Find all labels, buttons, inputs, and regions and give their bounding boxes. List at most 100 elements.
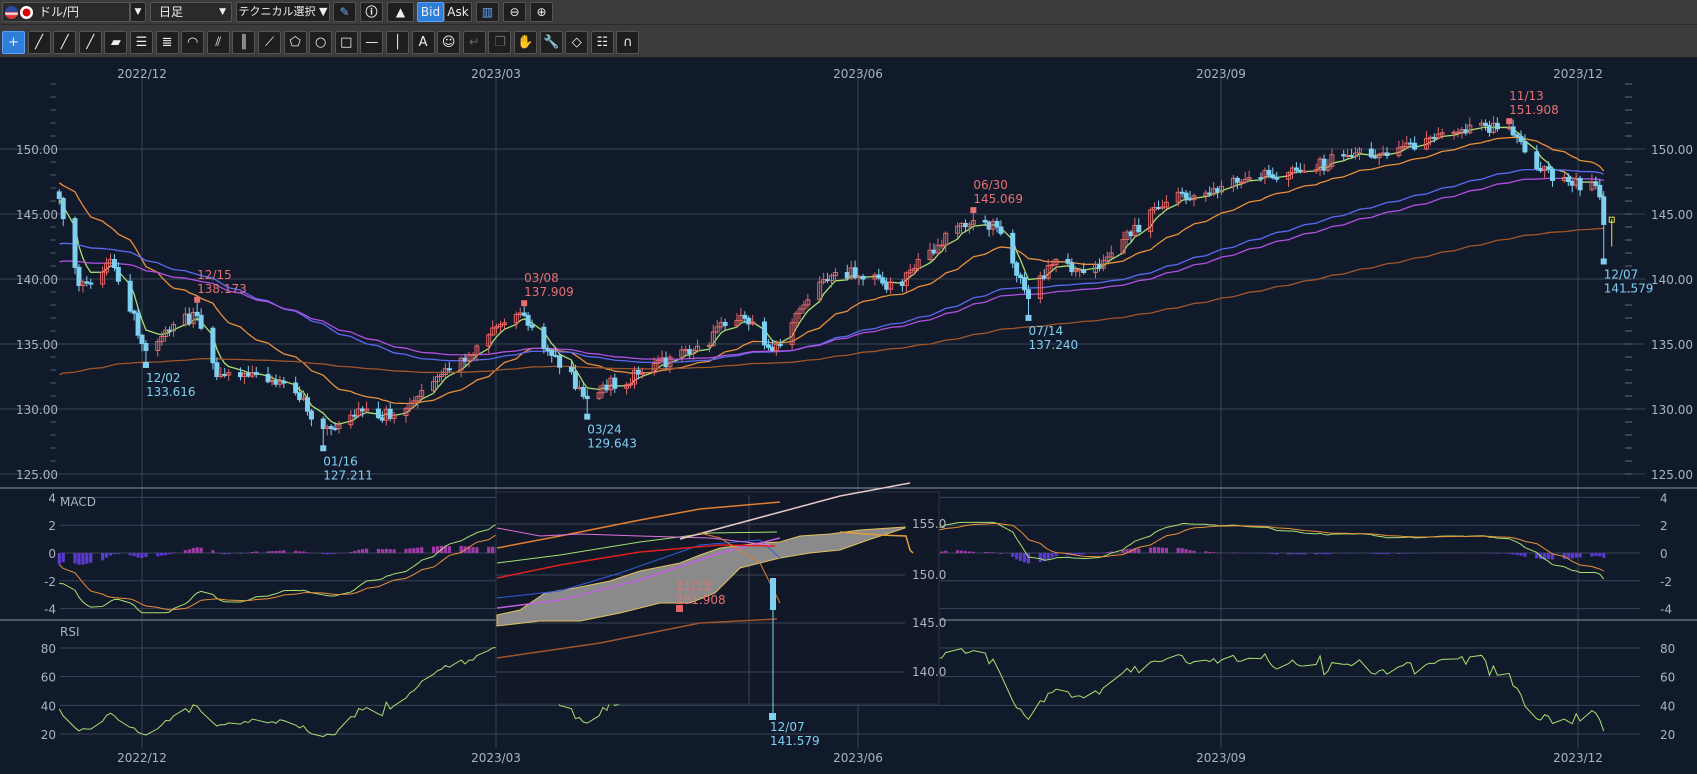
candle-up: [576, 386, 582, 389]
candle-down: [198, 314, 204, 329]
timeframe-select[interactable]: 日足 ▼: [150, 2, 232, 22]
macd-histogram-bar: [471, 547, 475, 553]
candle-up: [1175, 191, 1181, 203]
macd-histogram-bar: [1519, 553, 1523, 556]
macd-histogram-bar: [435, 546, 440, 553]
rsi-tick-right: 20: [1660, 728, 1675, 742]
candle-down: [1431, 136, 1437, 139]
candle-down: [60, 197, 66, 220]
candle-up: [939, 244, 945, 247]
vertical-line-tool-button[interactable]: │: [386, 31, 409, 54]
macd-histogram-bar: [1082, 553, 1086, 555]
icon-stamp-tool-button[interactable]: ☺: [437, 31, 461, 54]
wrench-tool-button[interactable]: 🔧: [539, 31, 563, 54]
mountain-chart-icon[interactable]: ▲: [387, 2, 414, 22]
macd-histogram-bar: [420, 547, 424, 553]
gann-fan-tool-button[interactable]: ⟋: [258, 31, 281, 54]
line-3-tool-button[interactable]: ╱: [78, 31, 102, 54]
marker-square: [521, 300, 528, 307]
marker-square: [1506, 118, 1513, 125]
macd-histogram-bar: [1322, 553, 1326, 555]
fibo-fan-tool-button[interactable]: ⫽: [206, 31, 230, 54]
ruler-tool-button[interactable]: ▰: [104, 31, 128, 54]
undo-tool-button[interactable]: ↵: [462, 31, 486, 54]
parallel-lines-tool-button[interactable]: ☰: [130, 31, 153, 54]
macd-histogram-bar: [364, 548, 369, 553]
marker-date: 11/13: [1509, 89, 1544, 103]
x-tick-bottom: 2023/06: [833, 751, 883, 765]
macd-histogram-bar: [1570, 553, 1574, 559]
candle-down: [186, 313, 192, 324]
vertical-lines-tool-button[interactable]: ║: [232, 31, 256, 54]
macd-histogram-bar: [1590, 553, 1594, 557]
ask-button[interactable]: Ask: [444, 2, 472, 22]
price-tick-left: 130.00: [16, 403, 58, 417]
bid-button[interactable]: Bid: [417, 2, 444, 22]
candle-down: [265, 373, 271, 383]
chart-window-icon[interactable]: ▥: [476, 2, 499, 22]
macd-tick-right: 4: [1660, 491, 1668, 505]
settings-list-tool-button[interactable]: ☷: [590, 31, 614, 54]
copy-tool-button[interactable]: ❐: [488, 31, 512, 54]
hand-tool-button[interactable]: ✋: [514, 31, 537, 54]
candle-down: [852, 267, 858, 279]
candle-down: [1179, 191, 1185, 194]
inset-tick: 145.0: [912, 616, 946, 630]
pencil-icon[interactable]: ✎: [333, 2, 356, 22]
candle-up: [1376, 153, 1382, 158]
macd-histogram-bar: [384, 548, 388, 553]
macd-tick: 4: [48, 491, 56, 505]
technical-select-button[interactable]: テクニカル選択 ▼: [236, 2, 330, 22]
marker-value: 133.616: [146, 385, 196, 399]
candle-up: [458, 357, 464, 371]
zoom-out-icon[interactable]: ⊖: [503, 2, 526, 22]
candle-down: [568, 366, 574, 373]
candle-up: [927, 249, 933, 261]
candle-down: [1215, 188, 1221, 193]
candles: [56, 116, 1615, 446]
jp-flag-icon: [20, 6, 33, 19]
macd-histogram-bar: [1271, 553, 1275, 555]
candle-down: [1234, 177, 1240, 183]
horizontal-line-tool-button[interactable]: —: [360, 31, 384, 54]
circle-tool-button[interactable]: ○: [309, 31, 333, 54]
macd-histogram-bar: [1176, 547, 1180, 553]
eraser-tool-button[interactable]: ◇: [565, 31, 589, 54]
zoom-in-icon[interactable]: ⊕: [530, 2, 553, 22]
symbol-dropdown-button[interactable]: ▼: [130, 2, 146, 22]
text-tool-button[interactable]: A: [411, 31, 435, 54]
rectangle-tool-button[interactable]: □: [334, 31, 358, 54]
price-chart[interactable]: 2022/12 2022/12 2023/03 2023/03 2023/06 2023/…: [0, 58, 1697, 774]
pentagon-tool-button[interactable]: ⬠: [283, 31, 307, 54]
fibo-arc-tool-button[interactable]: ◠: [181, 31, 205, 54]
line-2-tool-button[interactable]: ╱: [53, 31, 77, 54]
multi-lines-tool-button[interactable]: ≣: [155, 31, 179, 54]
crosshair-tool-button[interactable]: +: [2, 31, 25, 54]
candle-down: [111, 259, 117, 269]
candle-up: [1301, 170, 1307, 173]
rsi-tick: 40: [41, 699, 56, 713]
candle-down: [880, 277, 886, 284]
macd-histogram-bar: [388, 549, 392, 553]
candle-down: [379, 417, 385, 421]
symbol-select[interactable]: ドル/円: [2, 2, 130, 22]
candle-up: [415, 396, 421, 402]
macd-histogram-bar: [61, 553, 65, 563]
candle-down: [777, 343, 783, 346]
macd-histogram-bar: [1208, 551, 1212, 553]
macd-histogram-bar: [333, 553, 337, 554]
marker-value: 129.643: [587, 437, 637, 451]
candle-up: [356, 408, 362, 417]
candle-down: [762, 321, 768, 346]
candle-down: [1593, 181, 1599, 186]
price-tick-left: 135.00: [16, 338, 58, 352]
info-icon[interactable]: ⓘ: [360, 2, 383, 22]
magnet-tool-button[interactable]: ∩: [616, 31, 640, 54]
line-1-tool-button[interactable]: ╱: [27, 31, 51, 54]
macd-histogram-bar: [1290, 553, 1295, 555]
macd-histogram-bar: [1015, 553, 1019, 560]
macd-histogram-bar: [1149, 547, 1153, 553]
candle-up: [431, 381, 437, 392]
macd-histogram-bar: [361, 549, 365, 553]
price-tick-right: 125.00: [1651, 468, 1693, 482]
